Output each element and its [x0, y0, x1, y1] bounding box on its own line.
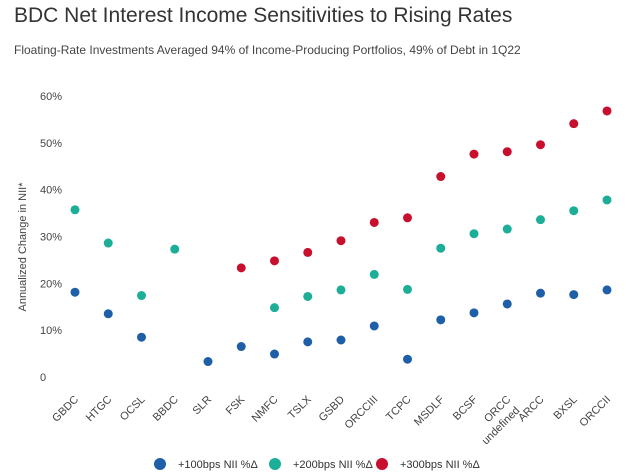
legend-item[interactable]: +200bps NII %Δ — [269, 458, 373, 471]
data-point — [336, 335, 346, 345]
data-point — [602, 285, 612, 295]
data-point — [536, 140, 545, 150]
legend-marker — [269, 458, 281, 470]
legend-item[interactable]: +300bps NII %Δ — [376, 458, 480, 471]
x-tick-label: GSBD — [317, 394, 348, 425]
data-point — [536, 288, 545, 298]
data-point — [469, 229, 479, 239]
data-point — [569, 290, 579, 300]
data-point — [469, 149, 479, 159]
data-point — [502, 299, 512, 309]
data-point — [602, 106, 612, 116]
data-point — [536, 215, 545, 225]
data-point — [303, 247, 313, 257]
data-point — [70, 205, 80, 215]
data-point — [270, 349, 279, 359]
data-point — [70, 287, 80, 297]
data-point — [303, 337, 313, 347]
legend-marker — [154, 458, 166, 470]
data-point — [236, 263, 246, 273]
data-point — [569, 206, 579, 216]
data-point — [369, 217, 379, 227]
data-point — [502, 224, 512, 234]
y-tick-label: 40% — [40, 185, 62, 197]
x-tick-label: ORCCII — [577, 394, 613, 430]
y-tick-label: 60% — [40, 91, 62, 103]
data-point — [369, 269, 379, 279]
legend-label: +300bps NII %Δ — [400, 459, 480, 471]
x-tick-label: ORCCIII — [342, 394, 380, 432]
x-tick-label: NMFC — [250, 394, 281, 425]
y-tick-label: 10% — [40, 325, 62, 337]
data-point — [436, 315, 446, 325]
legend-item[interactable]: +100bps NII %Δ — [154, 458, 258, 471]
data-point — [569, 119, 579, 129]
x-tick-label: FSK — [224, 393, 248, 417]
data-point — [103, 309, 113, 319]
x-tick-label: TCPC — [384, 394, 414, 424]
x-tick-label: SLR — [190, 394, 214, 418]
data-point — [436, 172, 446, 182]
x-tick-label: GBDC — [50, 394, 81, 425]
y-axis-label-group: Annualized Change in NII* — [17, 182, 29, 312]
y-axis-label: Annualized Change in NII* — [17, 182, 29, 312]
y-tick-label: 50% — [40, 138, 62, 150]
data-point — [270, 303, 279, 313]
data-point — [303, 291, 313, 301]
y-tick-label: 30% — [40, 232, 62, 244]
data-point — [137, 332, 146, 342]
data-point — [403, 213, 412, 223]
x-tick-label: OCSL — [118, 394, 148, 424]
legend-label: +200bps NII %Δ — [293, 459, 373, 471]
data-point — [403, 354, 412, 364]
x-tick-label: HTGC — [84, 394, 115, 425]
data-point — [203, 357, 213, 367]
x-tick-label: TSLX — [286, 393, 314, 421]
data-point — [469, 308, 479, 318]
data-point — [103, 238, 113, 248]
chart-title: BDC Net Interest Income Sensitivities to… — [14, 4, 513, 27]
y-tick-label: 20% — [40, 278, 62, 290]
x-tick-label: ARCC — [516, 394, 547, 425]
legend[interactable]: +100bps NII %Δ +200bps NII %Δ +300bps NII … — [154, 458, 480, 471]
y-axis-ticks: 0 10% 20% 30% 40% 50% 60% — [40, 91, 62, 384]
data-point — [369, 321, 379, 331]
data-point — [270, 256, 279, 266]
legend-marker — [376, 458, 388, 470]
y-tick-label: 0 — [40, 372, 46, 384]
legend-label: +100bps NII %Δ — [178, 459, 258, 471]
data-point — [502, 147, 512, 157]
chart-subtitle: Floating-Rate Investments Averaged 94% o… — [14, 43, 521, 57]
x-tick-label: BXSL — [551, 394, 579, 422]
data-points — [70, 106, 612, 367]
x-tick-label: BBDC — [151, 394, 181, 424]
data-point — [336, 285, 346, 295]
data-point — [137, 291, 146, 301]
x-tick-label: MSDLF — [412, 393, 447, 428]
data-point — [170, 244, 180, 254]
x-axis-ticks: GBDC HTGC OCSL BBDC SLR FSK NMFC TSLX GSBDORCCII… — [50, 393, 613, 447]
x-tick-label: BCSF — [451, 393, 480, 422]
data-point — [403, 284, 412, 294]
data-point — [236, 342, 246, 352]
data-point — [436, 243, 446, 253]
data-point — [336, 236, 346, 246]
data-point — [602, 195, 612, 205]
